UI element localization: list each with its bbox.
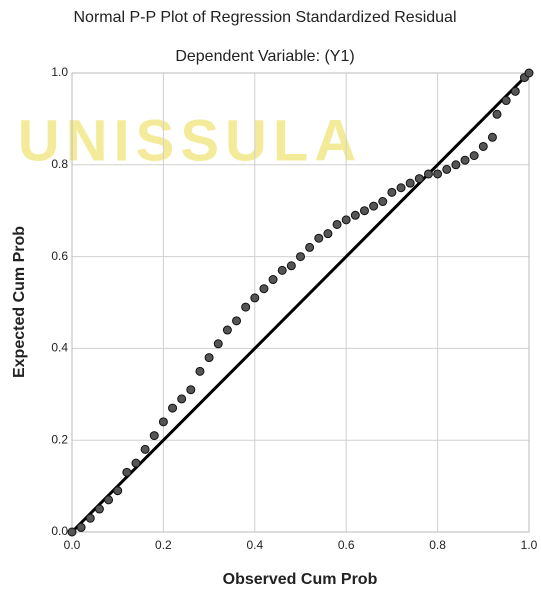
point: [242, 303, 250, 311]
point: [223, 326, 231, 334]
chart-subtitle: Dependent Variable: (Y1): [175, 48, 354, 65]
x-tick-label: 0.0: [64, 538, 81, 552]
point: [397, 184, 405, 192]
point: [233, 317, 241, 325]
y-tick-label: 0.2: [51, 432, 68, 446]
point: [415, 175, 423, 183]
x-tick-label: 0.6: [338, 538, 355, 552]
point: [169, 404, 177, 412]
point: [479, 142, 487, 150]
point: [379, 198, 387, 206]
point: [324, 230, 332, 238]
x-tick-label: 1.0: [521, 538, 538, 552]
point: [187, 386, 195, 394]
point: [141, 445, 149, 453]
point: [488, 133, 496, 141]
point: [333, 220, 341, 228]
x-tick-label: 0.8: [429, 538, 446, 552]
point: [351, 211, 359, 219]
point: [214, 340, 222, 348]
point: [406, 179, 414, 187]
point: [370, 202, 378, 210]
point: [251, 294, 259, 302]
y-axis-label: Expected Cum Prob: [11, 226, 28, 378]
point: [297, 253, 305, 261]
point: [470, 152, 478, 160]
point: [196, 367, 204, 375]
y-tick-label: 1.0: [51, 65, 68, 79]
point: [306, 243, 314, 251]
point: [287, 262, 295, 270]
point: [105, 496, 113, 504]
x-tick-label: 0.4: [246, 538, 263, 552]
x-tick-label: 0.2: [155, 538, 172, 552]
point: [461, 156, 469, 164]
point: [132, 459, 140, 467]
point: [511, 87, 519, 95]
y-tick-label: 0.0: [51, 524, 68, 538]
point: [434, 170, 442, 178]
point: [260, 285, 268, 293]
point: [86, 514, 94, 522]
chart: UNISSULA Normal P-P Plot of Regression S…: [0, 0, 541, 591]
y-tick-label: 0.6: [51, 249, 68, 263]
point: [68, 528, 76, 536]
point: [502, 97, 510, 105]
watermark: UNISSULA: [18, 108, 362, 173]
point: [159, 418, 167, 426]
point: [114, 487, 122, 495]
point: [388, 188, 396, 196]
point: [452, 161, 460, 169]
point: [424, 170, 432, 178]
point: [315, 234, 323, 242]
point: [123, 468, 131, 476]
point: [525, 69, 533, 77]
y-tick-label: 0.4: [51, 341, 68, 355]
point: [342, 216, 350, 224]
point: [360, 207, 368, 215]
point: [150, 432, 158, 440]
x-axis-label: Observed Cum Prob: [223, 571, 378, 588]
point: [443, 165, 451, 173]
point: [493, 110, 501, 118]
point: [95, 505, 103, 513]
point: [278, 266, 286, 274]
point: [269, 276, 277, 284]
chart-title: Normal P-P Plot of Regression Standardiz…: [73, 9, 456, 26]
point: [77, 523, 85, 531]
point: [205, 354, 213, 362]
point: [178, 395, 186, 403]
y-tick-label: 0.8: [51, 157, 68, 171]
